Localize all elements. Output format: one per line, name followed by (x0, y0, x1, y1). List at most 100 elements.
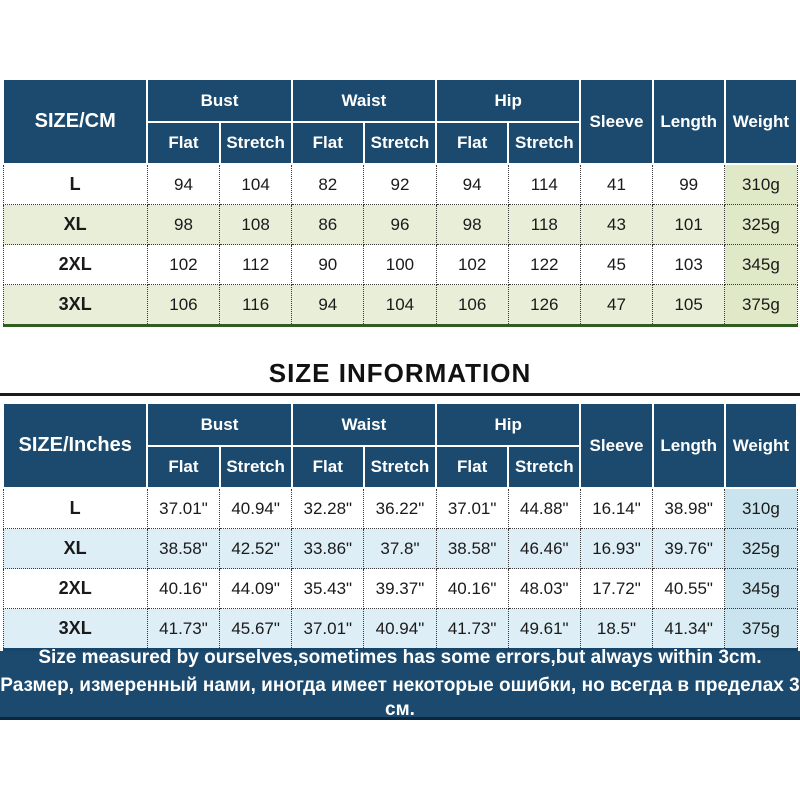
header-hip-stretch: Stretch (507, 445, 582, 489)
top-whitespace (0, 0, 800, 78)
value-cell: 37.01" (435, 487, 509, 529)
value-cell: 40.94" (363, 608, 437, 651)
value-cell: 16.93" (579, 528, 654, 569)
value-cell: 98 (435, 204, 509, 245)
value-cell: 40.16" (146, 568, 221, 609)
value-cell: 118 (507, 204, 581, 245)
weight-cell: 375g (724, 608, 798, 651)
header-bust-stretch: Stretch (218, 445, 293, 489)
size-cell: 3XL (2, 284, 148, 327)
value-cell: 96 (363, 204, 437, 245)
header-bust-stretch: Stretch (218, 121, 293, 165)
page-title: SIZE INFORMATION (268, 358, 532, 388)
weight-cell: 325g (724, 528, 798, 569)
value-cell: 47 (579, 284, 654, 327)
value-cell: 90 (291, 244, 365, 285)
value-cell: 37.8" (363, 528, 437, 569)
value-cell: 41 (579, 163, 654, 205)
size-cell: 3XL (2, 608, 148, 651)
divider-line (0, 393, 800, 396)
weight-cell: 375g (724, 284, 798, 327)
value-cell: 101 (652, 204, 726, 245)
header-waist: Waist (290, 402, 438, 447)
value-cell: 92 (363, 163, 437, 205)
value-cell: 38.58" (146, 528, 221, 569)
value-cell: 122 (507, 244, 581, 285)
value-cell: 39.76" (652, 528, 726, 569)
value-cell: 43 (579, 204, 654, 245)
table-row-3xl: 3XL 41.73" 45.67" 37.01" 40.94" 41.73" 4… (2, 608, 798, 651)
value-cell: 114 (507, 163, 581, 205)
size-table-inches: SIZE/Inches Bust Waist Hip Sleeve Length… (1, 402, 799, 651)
value-cell: 37.01" (146, 487, 221, 529)
value-cell: 112 (219, 244, 293, 285)
value-cell: 41.34" (652, 608, 726, 651)
value-cell: 82 (291, 163, 365, 205)
value-cell: 94 (146, 163, 221, 205)
value-cell: 36.22" (363, 487, 437, 529)
header-hip-stretch: Stretch (507, 121, 582, 165)
header-weight: Weight (723, 402, 799, 489)
header-sub-row: Flat Stretch Flat Stretch Flat Stretch (3, 121, 797, 165)
value-cell: 40.16" (435, 568, 509, 609)
value-cell: 94 (291, 284, 365, 327)
table-row-l: L 37.01" 40.94" 32.28" 36.22" 37.01" 44.… (2, 487, 798, 529)
value-cell: 99 (652, 163, 726, 205)
table-row-xl: XL 98 108 86 96 98 118 43 101 325g (2, 204, 798, 245)
value-cell: 44.88" (507, 487, 581, 529)
header-length: Length (651, 402, 726, 489)
header-length: Length (651, 78, 726, 165)
weight-cell: 345g (724, 568, 798, 609)
header-hip: Hip (435, 78, 582, 123)
value-cell: 45.67" (219, 608, 293, 651)
value-cell: 108 (219, 204, 293, 245)
size-cell: L (2, 487, 148, 529)
header-bust: Bust (146, 78, 293, 123)
header-hip-flat: Flat (435, 445, 510, 489)
disclaimer-banner: Size measured by ourselves,sometimes has… (0, 647, 800, 720)
corner-header-size-cm: SIZE/CM (1, 78, 149, 165)
value-cell: 126 (507, 284, 581, 327)
value-cell: 46.46" (507, 528, 581, 569)
size-cell: XL (2, 204, 148, 245)
value-cell: 44.09" (219, 568, 293, 609)
corner-header-size-inches: SIZE/Inches (1, 402, 149, 489)
size-cell: 2XL (2, 568, 148, 609)
weight-cell: 310g (724, 163, 798, 205)
header-hip: Hip (435, 402, 582, 447)
value-cell: 39.37" (363, 568, 437, 609)
header-sleeve: Sleeve (579, 78, 654, 165)
value-cell: 33.86" (291, 528, 365, 569)
value-cell: 17.72" (579, 568, 654, 609)
value-cell: 102 (146, 244, 221, 285)
value-cell: 106 (146, 284, 221, 327)
table-row-l: L 94 104 82 92 94 114 41 99 310g (2, 163, 798, 205)
header-bust-flat: Flat (146, 121, 221, 165)
header-sleeve: Sleeve (579, 402, 654, 489)
size-cell: XL (2, 528, 148, 569)
table-row-xl: XL 38.58" 42.52" 33.86" 37.8" 38.58" 46.… (2, 528, 798, 569)
value-cell: 104 (219, 163, 293, 205)
weight-cell: 325g (724, 204, 798, 245)
value-cell: 100 (363, 244, 437, 285)
value-cell: 106 (435, 284, 509, 327)
value-cell: 102 (435, 244, 509, 285)
header-sub-row: Flat Stretch Flat Stretch Flat Stretch (3, 445, 797, 489)
header-group-row: SIZE/Inches Bust Waist Hip Sleeve Length… (1, 402, 799, 489)
value-cell: 35.43" (291, 568, 365, 609)
disclaimer-text-en: Size measured by ourselves,sometimes has… (38, 647, 762, 668)
size-cell: 2XL (2, 244, 148, 285)
value-cell: 32.28" (291, 487, 365, 529)
value-cell: 45 (579, 244, 654, 285)
header-bust-flat: Flat (146, 445, 221, 489)
size-cell: L (2, 163, 148, 205)
header-weight: Weight (723, 78, 799, 165)
value-cell: 49.61" (507, 608, 581, 651)
value-cell: 16.14" (579, 487, 654, 529)
disclaimer-text-ru: Размер, измеренный нами, иногда имеет не… (0, 675, 800, 720)
value-cell: 86 (291, 204, 365, 245)
header-group-row: SIZE/CM Bust Waist Hip Sleeve Length Wei… (1, 78, 799, 165)
header-hip-flat: Flat (435, 121, 510, 165)
value-cell: 37.01" (291, 608, 365, 651)
value-cell: 48.03" (507, 568, 581, 609)
